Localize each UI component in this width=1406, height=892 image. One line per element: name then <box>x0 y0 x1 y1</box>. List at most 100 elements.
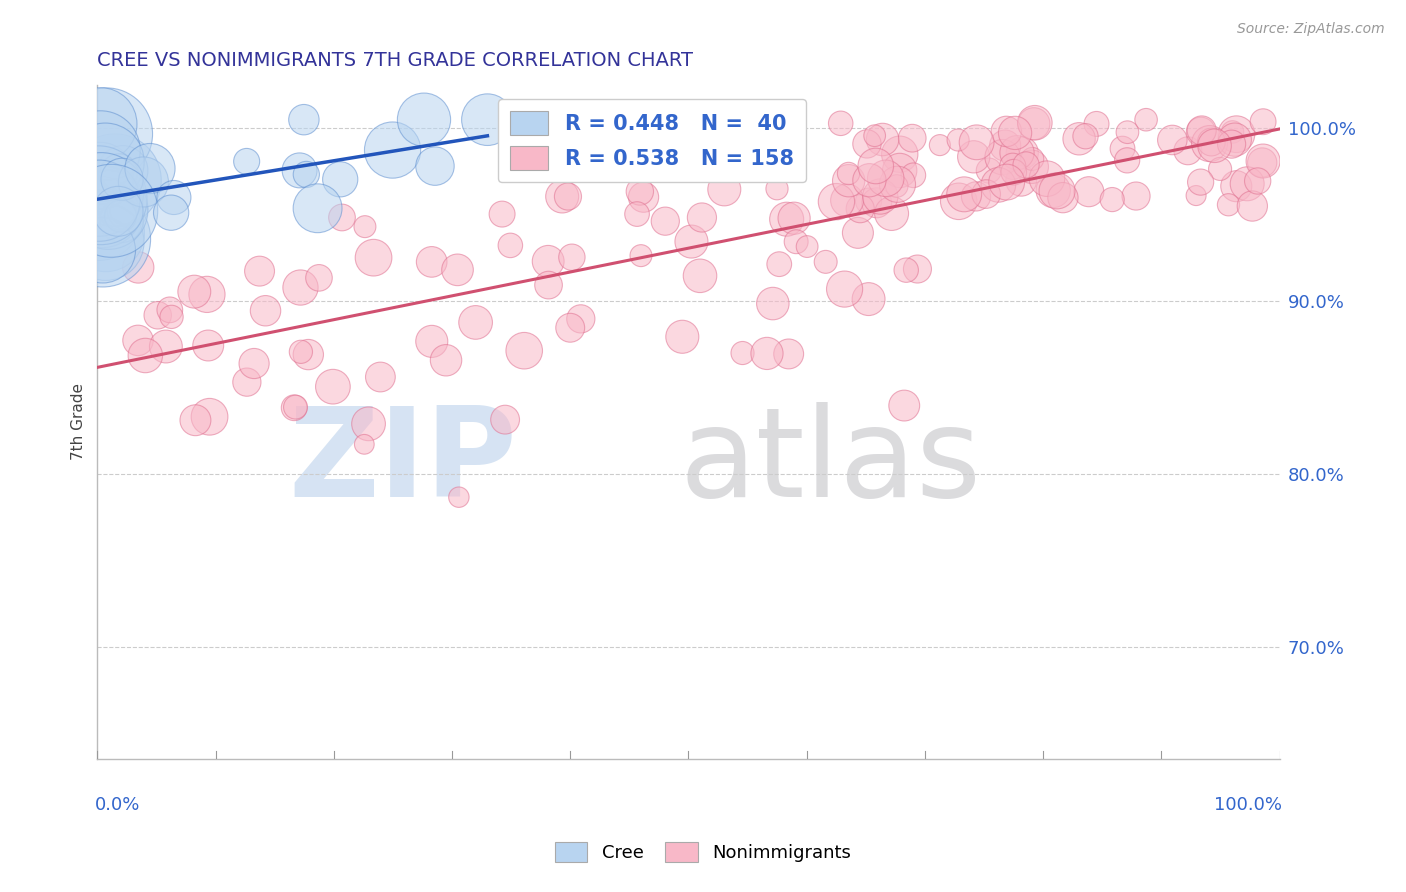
Point <box>1125 189 1147 203</box>
Point <box>838 166 860 180</box>
Point <box>875 171 897 186</box>
Point <box>1204 138 1226 153</box>
Point <box>560 320 582 334</box>
Point <box>290 344 312 359</box>
Point <box>1111 142 1133 156</box>
Point <box>1225 127 1247 141</box>
Point <box>835 194 858 208</box>
Point <box>1011 146 1033 161</box>
Point <box>1161 133 1184 147</box>
Point <box>775 212 797 227</box>
Point <box>907 262 929 277</box>
Point <box>893 399 915 413</box>
Point <box>689 268 711 283</box>
Point <box>134 349 156 363</box>
Point <box>91 200 114 214</box>
Point <box>413 112 436 127</box>
Point <box>991 150 1014 164</box>
Point <box>1220 137 1243 152</box>
Point <box>1005 145 1028 160</box>
Point <box>1116 125 1139 139</box>
Point <box>308 270 330 285</box>
Point <box>353 437 375 451</box>
Point <box>330 211 353 225</box>
Legend: Cree, Nonimmigrants: Cree, Nonimmigrants <box>547 834 859 870</box>
Point <box>89 194 111 208</box>
Point <box>1004 126 1026 140</box>
Point <box>127 334 149 348</box>
Point <box>1001 159 1024 173</box>
Point <box>838 174 860 188</box>
Point <box>886 178 908 192</box>
Point <box>420 334 443 349</box>
Point <box>1225 179 1247 194</box>
Point <box>1135 112 1157 127</box>
Point <box>977 163 1000 178</box>
Point <box>183 285 205 299</box>
Point <box>889 163 911 178</box>
Point <box>494 412 516 426</box>
Point <box>1021 160 1043 174</box>
Point <box>928 138 950 153</box>
Point <box>561 250 583 264</box>
Point <box>569 311 592 326</box>
Point <box>195 287 218 301</box>
Point <box>866 195 889 210</box>
Point <box>690 211 713 225</box>
Point <box>713 182 735 196</box>
Point <box>995 175 1018 189</box>
Point <box>1116 153 1139 168</box>
Point <box>834 282 856 296</box>
Point <box>447 490 470 504</box>
Point <box>796 239 818 253</box>
Point <box>288 163 311 178</box>
Point <box>974 187 997 202</box>
Point <box>329 172 352 186</box>
Point <box>1185 188 1208 202</box>
Point <box>513 343 536 358</box>
Point <box>966 136 988 150</box>
Point <box>768 257 790 271</box>
Point <box>863 128 886 143</box>
Point <box>1201 135 1223 149</box>
Point <box>865 159 887 173</box>
Point <box>1024 116 1046 130</box>
Point <box>94 155 117 169</box>
Point <box>1046 184 1069 198</box>
Point <box>963 150 986 164</box>
Point <box>322 380 344 394</box>
Text: Source: ZipAtlas.com: Source: ZipAtlas.com <box>1237 22 1385 37</box>
Point <box>858 292 880 306</box>
Point <box>1052 191 1074 205</box>
Point <box>681 235 703 249</box>
Point <box>290 280 312 294</box>
Point <box>830 116 852 130</box>
Point <box>87 211 110 226</box>
Point <box>551 189 574 203</box>
Legend: R = 0.448   N =  40, R = 0.538   N = 158: R = 0.448 N = 40, R = 0.538 N = 158 <box>498 99 806 183</box>
Point <box>756 346 779 360</box>
Point <box>953 187 976 202</box>
Point <box>1191 123 1213 137</box>
Point <box>628 185 651 199</box>
Point <box>297 348 319 362</box>
Point <box>654 214 676 228</box>
Point <box>814 255 837 269</box>
Point <box>537 278 560 293</box>
Point <box>249 264 271 278</box>
Point <box>110 209 132 223</box>
Text: 100.0%: 100.0% <box>1213 796 1282 814</box>
Point <box>160 310 183 324</box>
Point <box>434 353 457 368</box>
Point <box>491 207 513 221</box>
Point <box>1247 174 1270 188</box>
Text: ZIP: ZIP <box>288 402 517 523</box>
Point <box>948 194 970 209</box>
Point <box>159 302 181 317</box>
Point <box>901 131 924 145</box>
Point <box>776 147 799 161</box>
Point <box>1189 125 1212 139</box>
Point <box>903 169 925 183</box>
Point <box>89 117 111 131</box>
Point <box>446 263 468 277</box>
